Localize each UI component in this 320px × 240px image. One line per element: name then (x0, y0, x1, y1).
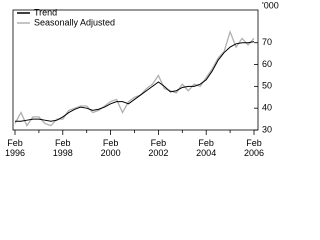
x-tick-label: Feb 2006 (243, 138, 265, 158)
y-tick-label: 30 (262, 124, 272, 134)
y-tick-label: 70 (262, 37, 272, 47)
x-tick-label: Feb 2002 (148, 138, 169, 158)
y-tick-label: 40 (262, 103, 272, 113)
legend-label: Trend (34, 7, 57, 17)
y-tick-label: 50 (262, 81, 272, 91)
x-tick-label: Feb 2004 (196, 138, 217, 158)
plot-frame (12, 9, 259, 131)
x-tick-label: Feb 2000 (100, 138, 121, 158)
y-axis-label: '000 (262, 0, 279, 10)
x-tick-label: Feb 1996 (4, 138, 26, 158)
legend-label: Seasonally Adjusted (34, 17, 115, 27)
line-series (15, 41, 255, 122)
chart: '000 30 40 50 60 70 Trend Seasonally Adjusted … (4, 0, 279, 158)
line-series (14, 29, 255, 127)
y-tick-label: 60 (262, 59, 272, 69)
x-tick-label: Feb 1998 (52, 138, 73, 158)
